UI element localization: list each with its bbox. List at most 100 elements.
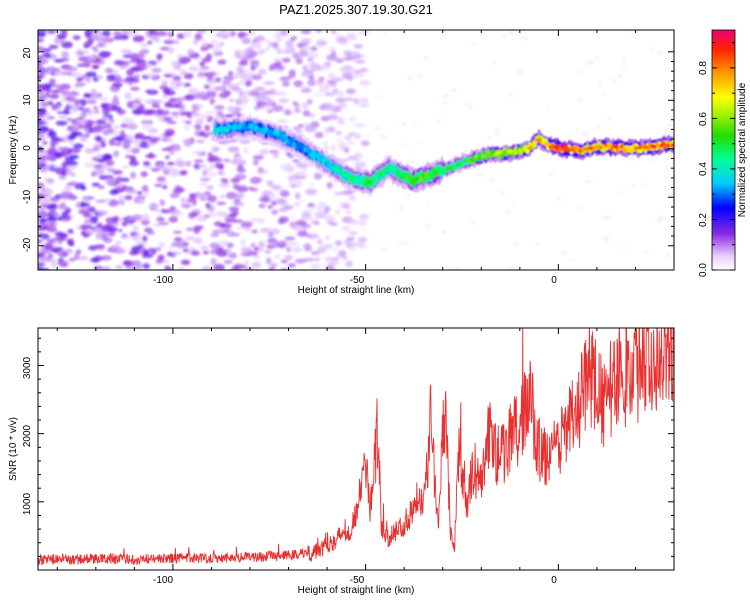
noise-blob	[324, 235, 331, 239]
noise-blob	[139, 49, 150, 55]
noise-blob	[227, 146, 240, 153]
noise-blob	[353, 132, 362, 140]
noise-blob	[336, 36, 348, 44]
y-tick-label-top: 20	[22, 47, 33, 59]
noise-blob	[223, 158, 231, 163]
noise-blob	[167, 245, 176, 249]
noise-blob	[640, 183, 645, 186]
noise-blob	[667, 166, 672, 169]
colorbar-tick-label: 0.4	[698, 162, 709, 176]
noise-blob	[76, 78, 82, 82]
noise-blob	[244, 227, 251, 232]
noise-blob	[352, 72, 365, 78]
noise-blob	[276, 47, 282, 55]
noise-blob	[293, 102, 300, 109]
noise-blob	[205, 202, 211, 209]
noise-blob	[496, 127, 500, 132]
noise-blob	[96, 137, 103, 143]
noise-blob	[289, 221, 298, 229]
noise-blob	[295, 192, 301, 200]
noise-blob	[139, 136, 151, 140]
noise-blob	[205, 110, 217, 115]
noise-blob	[205, 71, 216, 77]
noise-blob	[138, 244, 144, 248]
noise-blob	[320, 102, 333, 109]
noise-blob	[166, 266, 172, 270]
noise-blob	[557, 198, 562, 201]
x-tick-label-top: -50	[350, 275, 365, 286]
noise-blob	[656, 218, 663, 222]
noise-blob	[307, 98, 313, 105]
noise-blob	[98, 210, 108, 216]
noise-blob	[132, 35, 145, 43]
noise-blob	[155, 99, 165, 104]
noise-blob	[117, 195, 125, 199]
noise-blob	[180, 259, 191, 265]
noise-blob	[67, 240, 74, 246]
spectrogram-frame	[37, 29, 675, 271]
noise-blob	[108, 139, 116, 146]
noise-blob	[171, 60, 180, 68]
noise-blob	[470, 220, 475, 224]
noise-blob	[220, 177, 228, 182]
noise-blob	[450, 88, 458, 92]
noise-blob	[230, 107, 239, 113]
noise-blob	[112, 215, 120, 223]
noise-blob	[279, 163, 291, 171]
noise-blob	[384, 32, 388, 36]
noise-blob	[173, 115, 179, 119]
noise-blob	[93, 259, 100, 263]
noise-blob	[423, 56, 428, 61]
noise-blob	[350, 50, 360, 57]
noise-blob	[149, 34, 160, 40]
noise-blob	[68, 126, 77, 132]
noise-blob	[58, 174, 68, 179]
noise-blob	[164, 155, 170, 160]
noise-blob	[46, 226, 57, 233]
snr-frame	[37, 327, 675, 571]
noise-blob	[84, 147, 95, 154]
noise-blob	[209, 243, 220, 249]
spectrogram-panel: -100 -50 0 Height of straight line (km) …	[8, 29, 675, 296]
noise-blob	[512, 201, 518, 204]
noise-blob	[416, 74, 423, 78]
noise-blob	[195, 139, 205, 144]
noise-blob	[630, 185, 636, 188]
noise-blob	[358, 103, 370, 108]
noise-blob	[145, 63, 155, 69]
noise-blob	[45, 164, 52, 169]
noise-blob	[266, 180, 274, 187]
noise-blob	[374, 127, 380, 131]
noise-blob	[38, 63, 43, 71]
noise-blob	[342, 56, 354, 61]
noise-blob	[302, 257, 315, 262]
noise-blob	[259, 228, 270, 233]
noise-blob	[57, 233, 65, 239]
noise-blob	[202, 57, 212, 63]
noise-blob	[238, 92, 245, 96]
noise-blob	[249, 218, 259, 222]
noise-blob	[268, 64, 274, 72]
noise-blob	[129, 57, 141, 64]
noise-blob	[517, 70, 524, 74]
noise-blob	[62, 193, 69, 200]
noise-blob	[324, 92, 335, 97]
ridge-segment	[627, 148, 632, 152]
noise-blob	[267, 237, 278, 244]
noise-blob	[185, 120, 192, 125]
noise-blob	[204, 124, 211, 132]
x-axis-label-bottom: Height of straight line (km)	[298, 585, 415, 596]
noise-blob	[97, 40, 109, 45]
noise-blob	[355, 44, 364, 49]
noise-blob	[61, 215, 72, 222]
noise-blob	[214, 86, 222, 92]
noise-blob	[163, 74, 173, 78]
noise-blob	[240, 239, 246, 247]
noise-blob	[151, 104, 161, 108]
noise-blob	[194, 33, 203, 41]
noise-blob	[300, 30, 312, 35]
noise-blob	[629, 156, 637, 161]
y-tick-label-bottom: 2000	[22, 424, 33, 447]
noise-blob	[39, 168, 48, 173]
